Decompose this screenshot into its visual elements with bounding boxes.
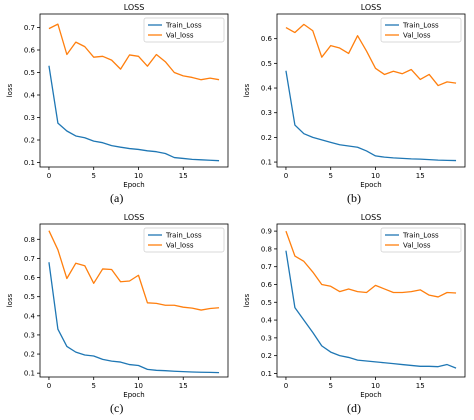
legend-label: Val_loss: [166, 242, 194, 250]
legend-label: Train_Loss: [402, 22, 439, 30]
plot-area-frame: [39, 13, 229, 168]
panel-label: (b): [347, 191, 361, 205]
x-tick-label: 10: [134, 172, 143, 180]
chart-title: LOSS: [361, 213, 382, 222]
y-tick-label: 0.5: [261, 60, 272, 68]
plot-area-frame: [276, 223, 466, 378]
legend-box: [143, 17, 225, 43]
y-axis-label: loss: [6, 293, 14, 307]
x-tick-label: 15: [416, 382, 425, 390]
legend: Train_Loss Val_loss: [143, 17, 225, 43]
chart-panel-a: LOSS 0.1 0.2 0.3 0.4 0.5 0.6 0.7 0 5 10 15 Epoch loss…: [0, 0, 237, 210]
chart-title: LOSS: [124, 213, 145, 222]
x-tick-label: 15: [416, 172, 425, 180]
line-chart: LOSS 0.1 0.2 0.3 0.4 0.5 0.6 0.7 0.8 0 5 10 15 Epoch l…: [6, 213, 229, 399]
y-tick-label: 0.4: [261, 317, 273, 325]
y-tick-label: 0.6: [261, 35, 273, 43]
y-tick-label: 0.4: [24, 312, 36, 320]
y-tick-label: 0.2: [261, 134, 272, 142]
chart-panel-b: LOSS 0.1 0.2 0.3 0.4 0.5 0.6 0 5 10 15 Epoch loss Tra…: [237, 0, 474, 210]
x-tick-label: 0: [284, 382, 288, 390]
legend: Train_Loss Val_loss: [143, 227, 225, 253]
x-axis-label: Epoch: [123, 181, 144, 189]
legend-box: [380, 227, 462, 253]
x-tick-label: 10: [134, 382, 143, 390]
x-tick-label: 0: [284, 172, 288, 180]
plot-area-frame: [276, 13, 466, 168]
series-line-val-loss: [48, 230, 220, 311]
x-tick-label: 5: [91, 382, 95, 390]
y-tick-label: 0.5: [261, 299, 272, 307]
chart-title: LOSS: [361, 3, 382, 12]
series-line-train-loss: [285, 70, 457, 162]
y-tick-label: 0.9: [261, 228, 272, 236]
panel-label: (a): [110, 191, 124, 205]
y-tick-label: 0.8: [261, 245, 272, 253]
y-tick-label: 0.3: [261, 334, 272, 342]
y-tick-label: 0.3: [261, 109, 272, 117]
y-tick-label: 0.6: [24, 274, 36, 282]
y-tick-label: 0.2: [261, 352, 272, 360]
y-tick-label: 0.1: [261, 159, 272, 167]
series-line-train-loss: [285, 250, 457, 369]
y-tick-label: 0.6: [24, 47, 36, 55]
y-tick-label: 0.7: [24, 24, 35, 32]
chart-panel-c: LOSS 0.1 0.2 0.3 0.4 0.5 0.6 0.7 0.8 0 5 10 15 Epoch l…: [0, 210, 237, 420]
y-tick-label: 0.1: [24, 159, 35, 167]
y-tick-label: 0.7: [24, 255, 35, 263]
legend: Train_Loss Val_loss: [380, 227, 462, 253]
legend-label: Val_loss: [166, 32, 194, 40]
x-tick-label: 10: [371, 382, 380, 390]
y-tick-label: 0.7: [261, 263, 272, 271]
y-axis-label: loss: [6, 83, 14, 97]
y-tick-label: 0.8: [24, 236, 35, 244]
x-axis-label: Epoch: [360, 181, 381, 189]
legend-label: Val_loss: [403, 32, 431, 40]
y-tick-label: 0.3: [24, 331, 35, 339]
x-tick-label: 15: [179, 382, 188, 390]
chart-panel-d: LOSS 0.1 0.2 0.3 0.4 0.5 0.6 0.7 0.8 0.9 0 5 10 15 Epo…: [237, 210, 474, 420]
x-tick-label: 5: [328, 172, 332, 180]
panel-label: (d): [347, 401, 361, 415]
y-tick-label: 0.4: [24, 92, 36, 100]
series-line-val-loss: [285, 23, 457, 87]
legend-label: Val_loss: [403, 242, 431, 250]
y-axis-label: loss: [243, 293, 251, 307]
legend-label: Train_Loss: [402, 232, 439, 240]
y-tick-label: 0.2: [24, 351, 35, 359]
legend-label: Train_Loss: [165, 232, 202, 240]
x-tick-label: 5: [91, 172, 95, 180]
y-tick-label: 0.5: [24, 69, 35, 77]
y-tick-label: 0.6: [261, 281, 273, 289]
x-tick-label: 15: [179, 172, 188, 180]
y-tick-label: 0.5: [24, 293, 35, 301]
series-line-val-loss: [285, 230, 457, 298]
legend-label: Train_Loss: [165, 22, 202, 30]
series-line-train-loss: [48, 65, 220, 162]
y-tick-label: 0.1: [261, 370, 272, 378]
line-chart: LOSS 0.1 0.2 0.3 0.4 0.5 0.6 0 5 10 15 Epoch loss Tra…: [243, 3, 466, 189]
x-tick-label: 5: [328, 382, 332, 390]
x-axis-label: Epoch: [360, 391, 381, 399]
y-tick-label: 0.1: [24, 370, 35, 378]
x-tick-label: 0: [47, 172, 51, 180]
x-axis-label: Epoch: [123, 391, 144, 399]
line-chart: LOSS 0.1 0.2 0.3 0.4 0.5 0.6 0.7 0 5 10 15 Epoch loss…: [6, 3, 229, 189]
panel-label: (c): [110, 401, 124, 415]
plot-area-frame: [39, 223, 229, 378]
x-tick-label: 10: [371, 172, 380, 180]
chart-title: LOSS: [124, 3, 145, 12]
x-tick-label: 0: [47, 382, 51, 390]
y-axis-label: loss: [243, 83, 251, 97]
y-tick-label: 0.4: [261, 85, 273, 93]
series-line-train-loss: [48, 262, 220, 374]
legend-box: [143, 227, 225, 253]
legend: Train_Loss Val_loss: [380, 17, 462, 43]
y-tick-label: 0.3: [24, 114, 35, 122]
y-tick-label: 0.2: [24, 137, 35, 145]
series-line-val-loss: [48, 23, 220, 81]
line-chart: LOSS 0.1 0.2 0.3 0.4 0.5 0.6 0.7 0.8 0.9 0 5 10 15 Epo…: [243, 213, 466, 399]
legend-box: [380, 17, 462, 43]
